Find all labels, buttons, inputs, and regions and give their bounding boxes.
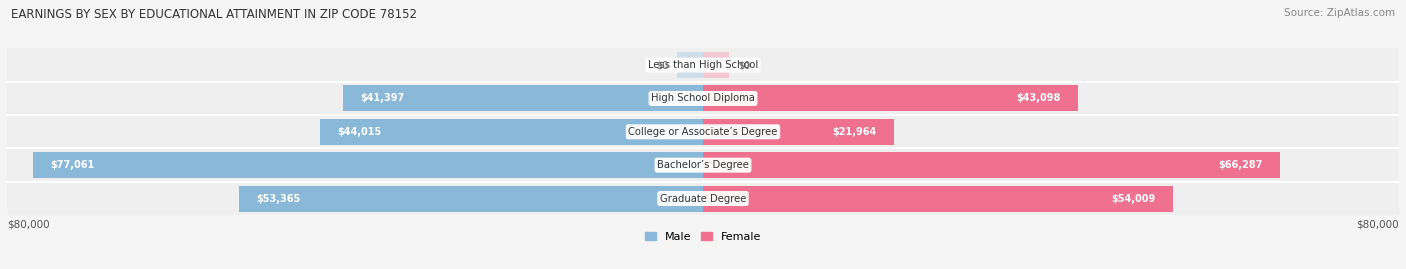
Text: $0: $0 — [738, 60, 749, 70]
Bar — [676, 52, 703, 78]
FancyBboxPatch shape — [7, 148, 1399, 182]
Text: $80,000: $80,000 — [1357, 219, 1399, 229]
Bar — [32, 152, 703, 178]
Text: $0: $0 — [657, 60, 668, 70]
FancyBboxPatch shape — [7, 182, 1399, 215]
FancyBboxPatch shape — [7, 82, 1399, 115]
Text: $41,397: $41,397 — [360, 93, 405, 104]
Text: $54,009: $54,009 — [1111, 193, 1156, 204]
FancyBboxPatch shape — [7, 115, 1399, 148]
Text: $43,098: $43,098 — [1017, 93, 1060, 104]
Bar — [703, 152, 1279, 178]
Bar — [703, 119, 894, 145]
Text: High School Diploma: High School Diploma — [651, 93, 755, 104]
Text: EARNINGS BY SEX BY EDUCATIONAL ATTAINMENT IN ZIP CODE 78152: EARNINGS BY SEX BY EDUCATIONAL ATTAINMEN… — [11, 8, 418, 21]
Bar — [703, 52, 730, 78]
Text: $77,061: $77,061 — [51, 160, 94, 170]
Bar — [703, 186, 1173, 211]
Legend: Male, Female: Male, Female — [641, 227, 765, 246]
Bar — [703, 86, 1078, 111]
Text: $21,964: $21,964 — [832, 127, 877, 137]
Bar — [239, 186, 703, 211]
Text: Bachelor’s Degree: Bachelor’s Degree — [657, 160, 749, 170]
Text: Less than High School: Less than High School — [648, 60, 758, 70]
Bar — [321, 119, 703, 145]
Text: $44,015: $44,015 — [337, 127, 382, 137]
Text: $80,000: $80,000 — [7, 219, 49, 229]
FancyBboxPatch shape — [7, 48, 1399, 82]
Text: Source: ZipAtlas.com: Source: ZipAtlas.com — [1284, 8, 1395, 18]
Text: $66,287: $66,287 — [1218, 160, 1263, 170]
Text: $53,365: $53,365 — [256, 193, 301, 204]
Text: College or Associate’s Degree: College or Associate’s Degree — [628, 127, 778, 137]
Bar — [343, 86, 703, 111]
Text: Graduate Degree: Graduate Degree — [659, 193, 747, 204]
